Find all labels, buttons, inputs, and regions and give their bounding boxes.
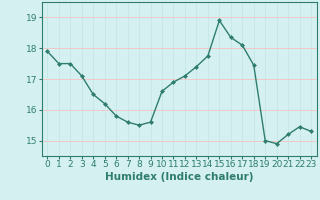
X-axis label: Humidex (Indice chaleur): Humidex (Indice chaleur) bbox=[105, 172, 253, 182]
